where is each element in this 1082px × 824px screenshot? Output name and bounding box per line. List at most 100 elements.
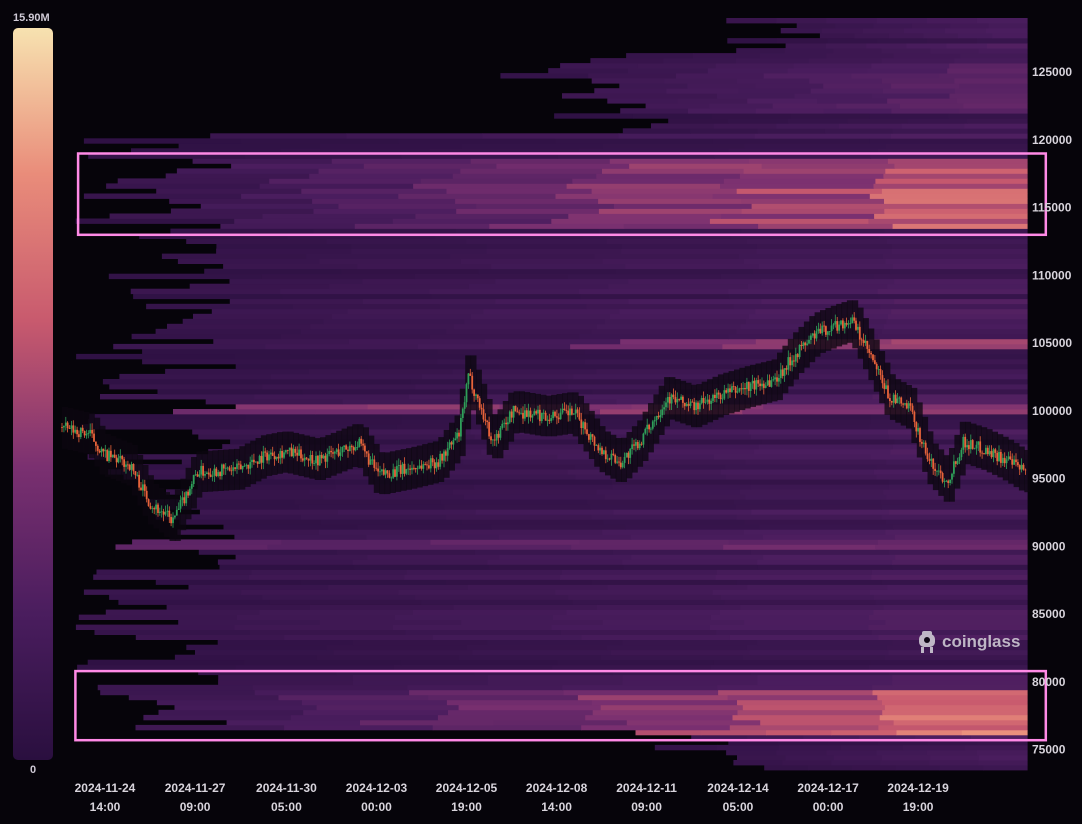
candle-body xyxy=(983,453,985,455)
candle-body xyxy=(753,380,756,390)
heatmap-cell xyxy=(216,248,352,254)
candle-body xyxy=(542,412,545,414)
heatmap-cell xyxy=(631,554,764,560)
heatmap-cell xyxy=(585,714,734,721)
candle-body xyxy=(778,378,780,382)
heatmap-cell xyxy=(592,709,739,716)
candle-body xyxy=(241,465,244,470)
candle-body xyxy=(866,340,869,349)
heatmap-cell xyxy=(312,198,456,204)
cleared-cell xyxy=(734,369,740,412)
heatmap-cell xyxy=(463,459,605,465)
heatmap-cell xyxy=(873,23,913,29)
candle-body xyxy=(224,467,227,469)
candle-body xyxy=(695,402,697,411)
heatmap-cell xyxy=(718,394,874,400)
candle-body xyxy=(909,403,912,406)
candle-body xyxy=(1011,459,1014,465)
x-tick-time: 05:00 xyxy=(271,800,302,814)
heatmap-cell xyxy=(763,404,896,410)
x-tick-time: 09:00 xyxy=(631,800,662,814)
heatmap-cell xyxy=(889,268,1028,275)
heatmap-cell xyxy=(759,53,828,59)
heatmap-cell xyxy=(338,203,477,209)
heatmap-cell xyxy=(463,494,606,500)
heatmap-cell xyxy=(241,193,399,199)
cleared-cell xyxy=(723,372,730,415)
cleared-cell xyxy=(148,475,154,525)
candle-body xyxy=(964,436,967,448)
heatmap-cell xyxy=(728,539,879,545)
y-tick-label: 80000 xyxy=(1032,675,1066,689)
heatmap-cell xyxy=(880,499,1028,505)
candle-body xyxy=(174,515,176,518)
candle-body xyxy=(343,445,346,447)
heatmap-cell xyxy=(780,28,823,34)
heatmap-cell xyxy=(628,298,762,305)
candle-body xyxy=(428,465,430,469)
heatmap-cell xyxy=(750,479,890,485)
candle-body xyxy=(625,452,628,457)
heatmap-cell xyxy=(446,699,593,706)
candle-body xyxy=(362,443,364,446)
candle-body xyxy=(779,369,782,378)
heatmap-cell xyxy=(835,23,875,29)
heatmap-cell xyxy=(100,689,256,696)
heatmap-cell xyxy=(77,664,236,671)
heatmap-cell xyxy=(763,73,853,79)
heatmap-cell xyxy=(499,554,632,560)
heatmap-cell xyxy=(632,113,713,119)
candle-body xyxy=(352,447,355,451)
candle-body xyxy=(401,463,404,474)
heatmap-cell xyxy=(889,203,1028,209)
heatmap-cell xyxy=(964,123,1028,129)
heatmap-cell xyxy=(711,113,792,119)
candle-body xyxy=(388,473,391,478)
candle-body xyxy=(597,445,600,451)
heatmap-cell xyxy=(609,429,750,435)
candle-body xyxy=(635,442,637,446)
heatmap-cell xyxy=(362,439,497,445)
heatmap-cell xyxy=(971,734,1028,741)
candle-body xyxy=(85,434,88,436)
heatmap-cell xyxy=(602,258,745,264)
candle-body xyxy=(411,467,413,470)
heatmap-cell xyxy=(234,353,394,360)
heatmap-cell xyxy=(637,63,717,69)
heatmap-cell xyxy=(911,23,951,29)
candle-body xyxy=(840,320,842,325)
heatmap-cell xyxy=(886,494,1028,500)
heatmap-cell xyxy=(435,233,584,239)
heatmap-cell xyxy=(259,609,414,615)
heatmap-cell xyxy=(622,639,758,646)
heatmap-cell xyxy=(495,278,629,285)
heatmap-cell xyxy=(877,333,1028,340)
candle-body xyxy=(699,403,701,410)
candle-body xyxy=(258,455,261,464)
candle-body xyxy=(556,416,558,418)
heatmap-cell xyxy=(235,664,395,671)
heatmap-cell xyxy=(198,549,338,555)
candle-body xyxy=(505,422,507,425)
candle-body xyxy=(621,462,624,468)
candle-body xyxy=(655,415,658,421)
heatmap-cell xyxy=(750,484,890,490)
heatmap-cell xyxy=(337,509,477,515)
heatmap-cell xyxy=(217,559,354,565)
heatmap-cell xyxy=(868,624,1028,630)
candle-body xyxy=(911,405,914,412)
cleared-cell xyxy=(809,316,816,363)
candle-body xyxy=(648,424,650,430)
heatmap-cell xyxy=(862,28,905,34)
heatmap-cell xyxy=(877,148,1028,154)
heatmap-cell xyxy=(819,33,855,39)
candle-body xyxy=(614,455,617,463)
heatmap-cell xyxy=(874,594,1028,600)
heatmap-cell xyxy=(876,18,928,24)
heatmap-cell xyxy=(400,659,558,666)
candle-body xyxy=(204,474,206,476)
heatmap-cell xyxy=(748,158,889,164)
heatmap-cell xyxy=(303,709,449,716)
heatmap-cell xyxy=(654,744,718,751)
candle-body xyxy=(234,467,236,469)
